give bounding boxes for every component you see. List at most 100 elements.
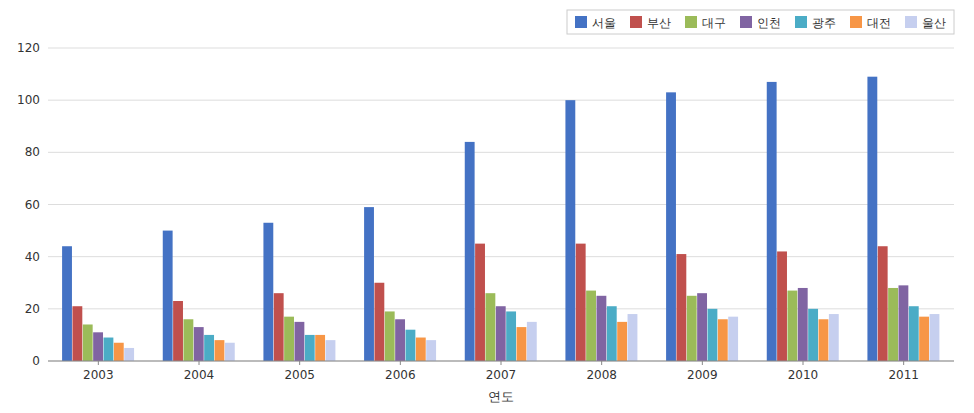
bar	[767, 82, 777, 361]
bar	[183, 319, 193, 361]
legend-frame	[567, 10, 954, 34]
y-tick-label: 80	[25, 145, 40, 159]
bar	[697, 293, 707, 361]
legend-swatch	[905, 16, 917, 28]
bar	[506, 311, 516, 361]
bar	[777, 251, 787, 361]
bar	[274, 293, 284, 361]
bar	[565, 100, 575, 361]
bar	[62, 246, 72, 361]
x-tick	[98, 361, 99, 365]
grid-line	[48, 152, 954, 153]
bar	[527, 322, 537, 361]
bar	[305, 335, 315, 361]
bar	[596, 296, 606, 361]
bar	[173, 301, 183, 361]
x-tick	[803, 361, 804, 365]
bar	[215, 340, 225, 361]
bar	[919, 317, 929, 361]
bar	[517, 327, 527, 361]
bar	[475, 244, 485, 361]
bar	[194, 327, 204, 361]
y-tick-label: 60	[25, 198, 40, 212]
bar	[465, 142, 475, 361]
bar	[225, 343, 235, 361]
bar	[72, 306, 82, 361]
y-tick-label: 100	[17, 93, 40, 107]
bar	[909, 306, 919, 361]
bar	[83, 324, 93, 361]
legend-swatch	[850, 16, 862, 28]
x-tick	[601, 361, 602, 365]
chart: 0204060801001202003200420052006200720082…	[0, 0, 974, 413]
legend-label: 광주	[812, 16, 836, 30]
bar	[385, 311, 395, 361]
bar	[718, 319, 728, 361]
bar	[930, 314, 940, 361]
bar	[819, 319, 829, 361]
grid-line	[48, 48, 954, 49]
bar	[263, 223, 273, 361]
bars	[62, 77, 939, 361]
bar	[284, 317, 294, 361]
legend-swatch	[575, 16, 587, 28]
x-tick-label: 2003	[83, 368, 114, 382]
bar	[898, 285, 908, 361]
grid	[48, 48, 954, 361]
bar	[104, 338, 114, 361]
bar	[496, 306, 506, 361]
legend-label: 대구	[702, 16, 726, 30]
x-tick	[903, 361, 904, 365]
legend-swatch	[795, 16, 807, 28]
x-tick	[702, 361, 703, 365]
legend-swatch	[630, 16, 642, 28]
bar	[617, 322, 627, 361]
y-tick-label: 20	[25, 302, 40, 316]
bar	[808, 309, 818, 361]
bar	[124, 348, 134, 361]
x-tick-label: 2006	[385, 368, 416, 382]
bar	[294, 322, 304, 361]
legend-label: 인천	[757, 16, 781, 30]
x-axis-label: 연도	[488, 389, 514, 404]
x-tick-label: 2004	[184, 368, 215, 382]
bar	[728, 317, 738, 361]
bar	[576, 244, 586, 361]
bar	[204, 335, 214, 361]
x-tick-label: 2010	[788, 368, 819, 382]
y-tick-label: 0	[32, 354, 40, 368]
x-tick	[501, 361, 502, 365]
x-tick	[199, 361, 200, 365]
bar	[93, 332, 103, 361]
bar	[426, 340, 436, 361]
bar	[878, 246, 888, 361]
x-tick-label: 2008	[586, 368, 617, 382]
legend-swatch	[685, 16, 697, 28]
bar	[666, 92, 676, 361]
bar	[374, 283, 384, 361]
bar	[687, 296, 697, 361]
bar	[315, 335, 325, 361]
bar	[628, 314, 638, 361]
grid-line	[48, 256, 954, 257]
legend: 서울부산대구인천광주대전울산	[567, 10, 954, 34]
bar	[888, 288, 898, 361]
y-tick-label: 120	[17, 41, 40, 55]
bar	[326, 340, 336, 361]
bar	[829, 314, 839, 361]
y-tick-label: 40	[25, 250, 40, 264]
legend-label: 대전	[867, 16, 891, 30]
legend-label: 부산	[647, 16, 671, 30]
bar	[798, 288, 808, 361]
grid-line	[48, 204, 954, 205]
bar	[607, 306, 617, 361]
x-tick	[299, 361, 300, 365]
x-tick-label: 2011	[888, 368, 919, 382]
bar	[787, 291, 797, 361]
x-tick-label: 2009	[687, 368, 718, 382]
bar	[867, 77, 877, 361]
bar	[364, 207, 374, 361]
bar	[406, 330, 416, 361]
bar	[676, 254, 686, 361]
legend-label: 서울	[592, 16, 616, 30]
